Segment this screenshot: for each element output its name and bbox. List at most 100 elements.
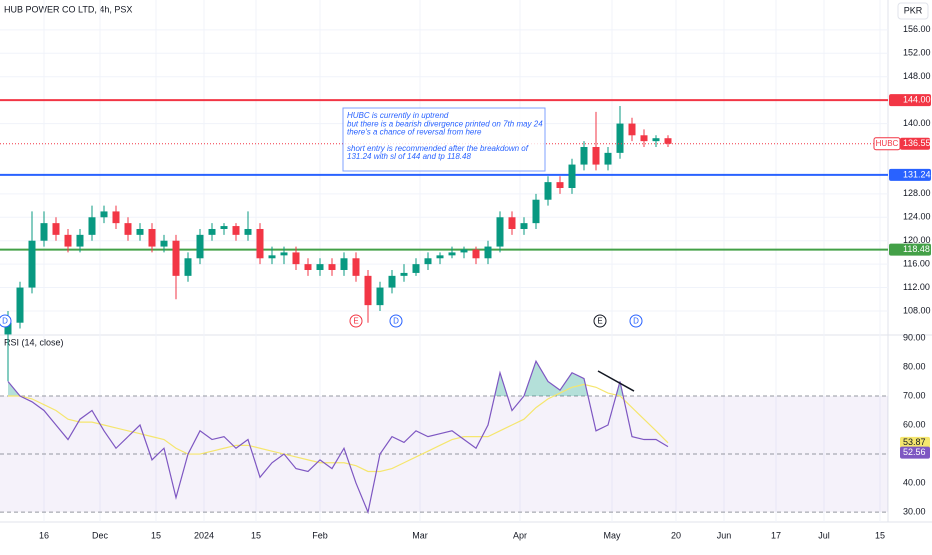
- candle-body: [184, 258, 192, 276]
- candle-body: [448, 252, 456, 256]
- candle-body: [412, 264, 420, 273]
- event-marker: [593, 314, 607, 328]
- level-label-box: [889, 243, 931, 256]
- y-tick-label: 108.00: [903, 305, 931, 315]
- x-tick-label: Apr: [513, 530, 527, 540]
- event-marker: [389, 314, 403, 328]
- event-label: E: [353, 317, 358, 326]
- candle-body: [544, 182, 552, 200]
- candle-body: [304, 264, 312, 270]
- rsi-tick-label: 90.00: [903, 332, 926, 342]
- event-label: D: [2, 317, 8, 326]
- x-tick-label: 20: [671, 530, 681, 540]
- rsi-ma-label: 53.87: [903, 437, 926, 447]
- x-tick-label: Mar: [412, 530, 428, 540]
- candle-body: [460, 249, 468, 253]
- event-label: E: [597, 317, 602, 326]
- candle-body: [16, 287, 24, 323]
- candle-body: [328, 264, 336, 270]
- rsi-ma-line: [8, 383, 669, 473]
- candle-body: [76, 234, 84, 247]
- currency-box: [897, 2, 929, 20]
- y-tick-label: 152.00: [903, 48, 931, 58]
- candle-body: [436, 255, 444, 259]
- candle-body: [112, 211, 120, 224]
- candle-body: [64, 234, 72, 247]
- rsi-tick-label: 70.00: [903, 390, 926, 400]
- last-price-box: [900, 137, 930, 150]
- rsi-tick-label: 30.00: [903, 507, 926, 517]
- event-marker: [349, 314, 363, 328]
- y-tick-label: 148.00: [903, 71, 931, 81]
- annotation-text: 131.24 with sl of 144 and tp 118.48: [347, 152, 471, 161]
- candle-body: [208, 228, 216, 235]
- y-tick-label: 120.00: [903, 235, 931, 245]
- candle-body: [40, 223, 48, 241]
- candle-body: [364, 275, 372, 306]
- event-label: D: [633, 317, 639, 326]
- candle-body: [232, 226, 240, 235]
- level-label: 118.48: [903, 244, 930, 254]
- y-tick-label: 112.00: [903, 282, 930, 292]
- y-tick-label: 156.00: [903, 24, 931, 34]
- chart-title: HUB POWER CO LTD, 4h, PSX: [4, 4, 132, 14]
- candle-body: [568, 164, 576, 188]
- candle-body: [376, 287, 384, 306]
- rsi-ma-box: [900, 436, 930, 449]
- last-price-label: 136.55: [903, 138, 931, 148]
- candle-body: [280, 252, 288, 256]
- symbol-label: HUBC: [876, 139, 899, 148]
- candle-body: [88, 217, 96, 235]
- candle-body: [388, 275, 396, 288]
- x-tick-label: Dec: [92, 530, 109, 540]
- level-label-box: [889, 168, 931, 181]
- y-tick-label: 124.00: [903, 212, 931, 222]
- candle-body: [532, 199, 540, 224]
- candle-body: [580, 147, 588, 165]
- annotation-text: short entry is recommended after the bre…: [347, 144, 529, 153]
- candle-body: [496, 217, 504, 247]
- divergence-line: [597, 370, 635, 392]
- level-label: 144.00: [903, 95, 931, 105]
- rsi-overbought-fill: [8, 361, 668, 396]
- candle-body: [172, 240, 180, 276]
- x-tick-label: 15: [875, 530, 885, 540]
- x-tick-label: Jun: [717, 530, 732, 540]
- candle-body: [148, 228, 156, 247]
- rsi-value-box: [900, 446, 930, 459]
- candle-body: [472, 249, 480, 259]
- candle-body: [316, 264, 324, 270]
- level-label-box: [889, 94, 931, 107]
- x-tick-label: 17: [771, 530, 781, 540]
- candle-body: [520, 223, 528, 229]
- annotation-text: there's a chance of reversal from here: [347, 128, 482, 137]
- candle-body: [28, 240, 36, 288]
- candle-body: [664, 138, 672, 144]
- x-tick-label: 2024: [194, 530, 214, 540]
- annotation-text: but there is a bearish divergence printe…: [347, 119, 543, 128]
- x-tick-label: Jul: [818, 530, 830, 540]
- candle-body: [340, 258, 348, 270]
- event-label: D: [393, 317, 399, 326]
- currency: PKR: [904, 5, 923, 15]
- candle-body: [124, 223, 132, 235]
- event-marker: [629, 314, 643, 328]
- candle-body: [508, 217, 516, 229]
- rsi-value-label: 52.56: [903, 447, 926, 457]
- candle-body: [196, 234, 204, 259]
- candle-body: [100, 211, 108, 218]
- rsi-line: [7, 359, 669, 515]
- x-tick-label: 15: [251, 530, 261, 540]
- y-tick-label: 140.00: [903, 118, 931, 128]
- candle-body: [556, 182, 564, 188]
- y-tick-label: 128.00: [903, 188, 931, 198]
- candle-body: [256, 228, 264, 259]
- candle-body: [268, 255, 276, 259]
- event-marker: [0, 314, 12, 328]
- candle-body: [136, 228, 144, 235]
- x-tick-label: 16: [39, 530, 49, 540]
- candle-body: [160, 240, 168, 247]
